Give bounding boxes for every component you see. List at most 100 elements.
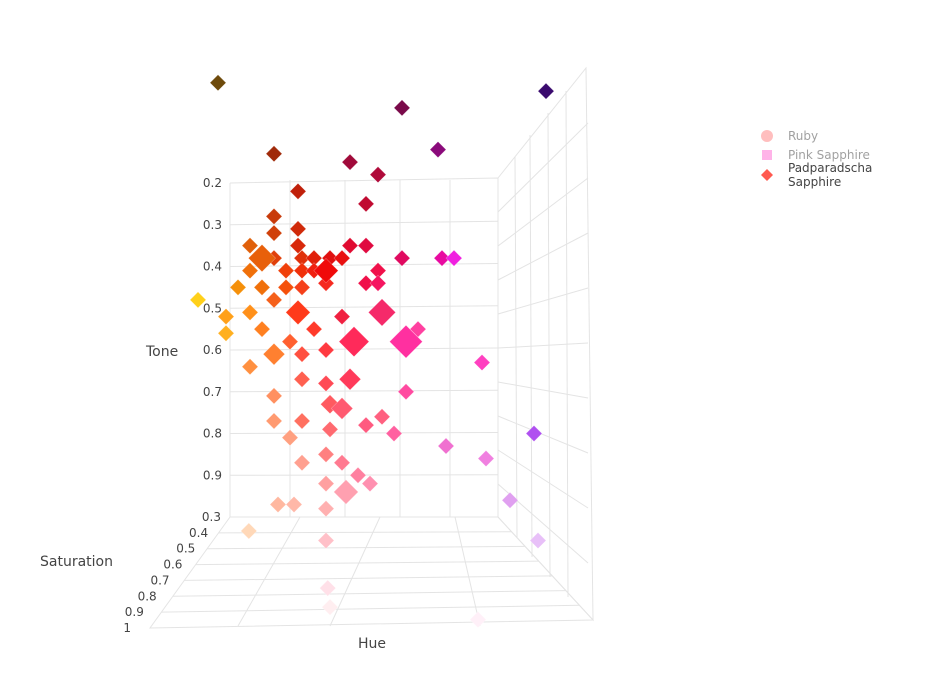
data-point[interactable]	[281, 333, 299, 351]
data-point[interactable]	[277, 278, 295, 296]
data-point[interactable]	[319, 579, 337, 597]
data-point[interactable]	[247, 244, 277, 273]
data-point[interactable]	[217, 308, 235, 326]
data-point[interactable]	[253, 278, 271, 296]
data-point[interactable]	[285, 496, 303, 513]
data-point[interactable]	[305, 320, 323, 338]
gridline	[161, 604, 580, 613]
data-point[interactable]	[333, 454, 351, 472]
diamond-icon	[760, 168, 774, 182]
data-point[interactable]	[357, 195, 375, 213]
data-point[interactable]	[529, 532, 547, 549]
data-point[interactable]	[317, 445, 335, 463]
data-point[interactable]	[433, 249, 451, 267]
square-icon	[760, 148, 774, 162]
data-point[interactable]	[241, 304, 259, 321]
data-point[interactable]	[367, 298, 397, 327]
data-point[interactable]	[265, 207, 283, 225]
data-point[interactable]	[209, 74, 227, 92]
saturation-tick-label: 0.4	[189, 526, 208, 540]
data-point[interactable]	[501, 491, 519, 509]
data-point[interactable]	[393, 99, 411, 117]
data-point[interactable]	[338, 326, 370, 358]
data-point[interactable]	[361, 475, 379, 493]
data-point[interactable]	[317, 500, 335, 518]
data-point[interactable]	[389, 324, 423, 359]
data-point[interactable]	[317, 374, 335, 392]
data-point[interactable]	[285, 299, 311, 326]
data-point[interactable]	[429, 141, 447, 159]
data-point[interactable]	[241, 262, 259, 280]
data-point[interactable]	[369, 274, 387, 292]
data-point[interactable]	[217, 324, 235, 342]
data-point[interactable]	[437, 437, 455, 455]
data-point[interactable]	[262, 342, 286, 366]
data-point[interactable]	[333, 479, 359, 505]
data-point[interactable]	[341, 237, 359, 255]
gridline	[237, 516, 301, 627]
data-point[interactable]	[265, 145, 283, 163]
data-point[interactable]	[357, 274, 375, 292]
data-point[interactable]	[293, 345, 311, 363]
data-point[interactable]	[313, 258, 339, 284]
data-point[interactable]	[349, 466, 367, 484]
data-point[interactable]	[473, 354, 491, 371]
data-point[interactable]	[537, 82, 555, 100]
data-point[interactable]	[357, 237, 375, 255]
data-point[interactable]	[321, 598, 339, 616]
tone-tick-label: 0.6	[203, 343, 222, 357]
data-point[interactable]	[289, 220, 307, 238]
data-point[interactable]	[445, 249, 463, 267]
data-point[interactable]	[369, 166, 387, 184]
data-point[interactable]	[409, 320, 427, 338]
legend-item-ruby[interactable]: Ruby	[760, 126, 928, 146]
data-point[interactable]	[253, 320, 271, 338]
data-point[interactable]	[293, 278, 311, 296]
data-point[interactable]	[330, 397, 354, 420]
legend-label: Ruby	[788, 128, 819, 143]
data-point[interactable]	[333, 308, 351, 326]
data-point[interactable]	[293, 370, 311, 388]
data-point[interactable]	[385, 425, 403, 442]
data-point[interactable]	[281, 429, 299, 447]
legend-item-pink-sapphire[interactable]: Pink Sapphire	[760, 146, 928, 166]
data-point[interactable]	[373, 408, 391, 426]
data-point[interactable]	[321, 420, 339, 438]
data-point[interactable]	[293, 412, 311, 430]
data-point[interactable]	[293, 262, 311, 280]
data-point[interactable]	[333, 249, 351, 267]
data-point[interactable]	[269, 496, 287, 513]
data-point[interactable]	[289, 182, 307, 200]
data-point[interactable]	[229, 278, 247, 296]
data-point[interactable]	[241, 237, 259, 255]
data-point[interactable]	[265, 291, 283, 309]
data-point[interactable]	[265, 224, 283, 242]
legend-label: Pink Sapphire	[788, 148, 870, 163]
data-point[interactable]	[477, 450, 495, 467]
data-point[interactable]	[265, 412, 283, 430]
gridline	[229, 220, 499, 226]
data-point[interactable]	[317, 274, 335, 292]
data-point[interactable]	[317, 341, 335, 359]
circle-icon	[760, 129, 774, 143]
gridline	[565, 90, 569, 598]
data-point[interactable]	[338, 368, 362, 391]
data-point[interactable]	[357, 416, 375, 434]
data-point[interactable]	[240, 522, 258, 540]
data-point[interactable]	[289, 237, 307, 255]
data-point[interactable]	[277, 262, 295, 280]
data-point[interactable]	[265, 387, 283, 405]
data-point[interactable]	[525, 425, 543, 442]
data-point[interactable]	[317, 475, 335, 493]
legend-item-padparadscha-sapphire[interactable]: Padparadscha Sapphire	[760, 161, 928, 189]
data-point[interactable]	[469, 611, 487, 629]
data-point[interactable]	[293, 454, 311, 472]
data-point[interactable]	[317, 532, 335, 549]
data-point[interactable]	[189, 291, 207, 309]
data-point[interactable]	[397, 383, 415, 401]
data-point[interactable]	[241, 358, 259, 376]
data-point[interactable]	[393, 249, 411, 267]
data-point[interactable]	[341, 153, 359, 171]
